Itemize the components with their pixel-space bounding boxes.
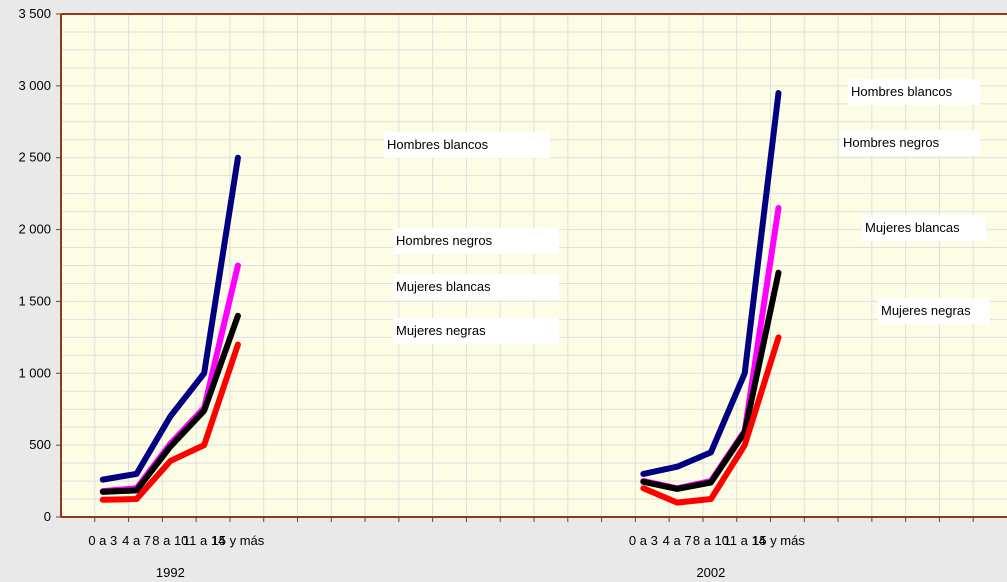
series-label-box [878, 298, 990, 324]
y-tick-label: 500 [29, 437, 51, 452]
series-label: Hombres blancos [387, 137, 489, 152]
series-label: Hombres blancos [851, 84, 953, 99]
x-tick-label: 8 a 10 [152, 533, 188, 548]
y-axis-ticks: 0 500 1 000 1 500 2 000 2 500 3 000 3 500 [18, 6, 61, 524]
series-labels: Hombres blancos Hombres negros Mujeres bla… [384, 79, 990, 344]
series-label-box [848, 79, 980, 105]
series-label-box [393, 228, 559, 254]
series-line-1-2 [640, 269, 782, 492]
x-tick-label: 11 a 14 [183, 533, 225, 548]
x-tick-label: 0 a 3 [629, 533, 658, 548]
x-tick-label: 15 y más [212, 533, 265, 548]
x-group-label: 2002 [696, 565, 725, 580]
series-line-0-0 [99, 154, 241, 483]
series-line-0-2 [99, 312, 241, 495]
series-line-1-3 [640, 334, 782, 506]
x-tick-label: 4 a 7 [663, 533, 692, 548]
x-group-label: 1992 [156, 565, 185, 580]
y-tick-label: 2 500 [18, 150, 51, 165]
series-label: Mujeres negras [396, 323, 486, 338]
y-tick-label: 0 [44, 509, 51, 524]
series-label: Hombres negros [396, 233, 493, 248]
series-label-box [393, 274, 559, 300]
series-label-box [393, 318, 559, 344]
series-line-0-3 [99, 341, 241, 503]
series-label: Mujeres blancas [396, 279, 491, 294]
y-tick-label: 1 000 [18, 365, 51, 380]
series-label: Hombres negros [843, 135, 940, 150]
x-tick-label: 8 a 10 [693, 533, 729, 548]
y-tick-label: 3 500 [18, 6, 51, 21]
y-tick-label: 1 500 [18, 293, 51, 308]
series-line-1-0 [640, 90, 782, 477]
series-label: Mujeres blancas [865, 220, 960, 235]
y-tick-label: 3 000 [18, 78, 51, 93]
series-label: Mujeres negras [881, 303, 971, 318]
x-tick-label: 11 a 14 [724, 533, 766, 548]
x-tick-label: 15 y más [752, 533, 805, 548]
series-label-box [840, 130, 980, 156]
series-label-box [384, 132, 550, 158]
series-lines [99, 90, 782, 506]
series-label-box [862, 215, 986, 241]
x-tick-label: 4 a 7 [122, 533, 151, 548]
x-tick-label: 0 a 3 [88, 533, 117, 548]
y-tick-label: 2 000 [18, 222, 51, 237]
